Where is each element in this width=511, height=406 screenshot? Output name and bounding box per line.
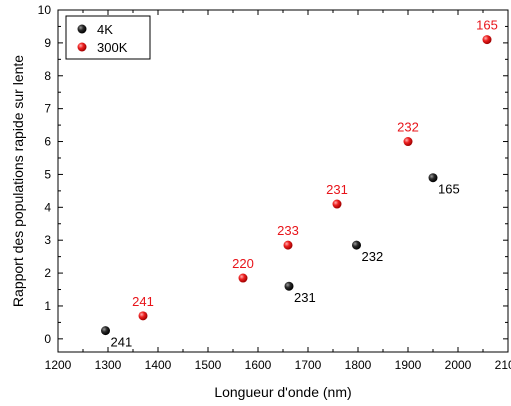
point-label-300K-1: 220 bbox=[232, 256, 254, 271]
point-label-4K-1: 231 bbox=[294, 290, 316, 305]
point-label-4K-3: 165 bbox=[438, 182, 460, 197]
point-label-300K-0: 241 bbox=[132, 294, 154, 309]
y-tick-label-2: 2 bbox=[44, 266, 51, 280]
y-tick-label-3: 3 bbox=[44, 233, 51, 247]
x-axis-title: Longueur d'onde (nm) bbox=[214, 384, 351, 400]
points-layer: 241 231 232 165 241 220 233 231 232 165 bbox=[101, 18, 498, 350]
legend-marker-4k bbox=[77, 24, 87, 34]
data-point-300K-1 bbox=[238, 273, 248, 283]
x-tick-label-1300: 1300 bbox=[95, 358, 122, 372]
y-tick-label-10: 10 bbox=[38, 3, 52, 17]
point-label-300K-5: 165 bbox=[476, 18, 498, 33]
legend: 4K 300K bbox=[65, 15, 151, 60]
point-label-4K-2: 232 bbox=[362, 249, 384, 264]
legend-box bbox=[65, 15, 151, 60]
x-tick-label-1400: 1400 bbox=[145, 358, 172, 372]
point-label-300K-3: 231 bbox=[326, 182, 348, 197]
data-point-4K-1 bbox=[284, 281, 294, 291]
y-tick-label-8: 8 bbox=[44, 69, 51, 83]
data-point-300K-4 bbox=[403, 137, 413, 147]
x-tick-label-2000: 2000 bbox=[445, 358, 472, 372]
point-label-4K-0: 241 bbox=[111, 335, 133, 350]
y-tick-label-5: 5 bbox=[44, 167, 51, 181]
x-tick-label-1700: 1700 bbox=[295, 358, 322, 372]
x-tick-label-1600: 1600 bbox=[245, 358, 272, 372]
data-point-300K-5 bbox=[482, 35, 492, 45]
y-tick-label-1: 1 bbox=[44, 299, 51, 313]
data-point-4K-3 bbox=[428, 173, 438, 183]
legend-label-4k: 4K bbox=[97, 22, 113, 37]
data-point-4K-0 bbox=[101, 326, 110, 336]
x-tick-label-2100: 2100 bbox=[495, 358, 511, 372]
y-tick-label-7: 7 bbox=[44, 102, 51, 116]
data-point-4K-2 bbox=[352, 240, 361, 250]
x-tick-label-1500: 1500 bbox=[195, 358, 222, 372]
data-point-300K-0 bbox=[138, 311, 148, 321]
point-label-300K-2: 233 bbox=[277, 223, 299, 238]
y-tick-label-9: 9 bbox=[44, 36, 51, 50]
legend-label-300k: 300K bbox=[97, 40, 128, 55]
y-tick-label-6: 6 bbox=[44, 135, 51, 149]
data-point-300K-3 bbox=[332, 199, 342, 209]
y-tick-label-0: 0 bbox=[44, 332, 51, 346]
x-tick-label-1800: 1800 bbox=[345, 358, 372, 372]
y-axis-title: Rapport des populations rapide sur lente bbox=[10, 55, 26, 307]
point-label-300K-4: 232 bbox=[397, 120, 419, 135]
data-point-300K-2 bbox=[283, 240, 293, 250]
axis-layer: 1200130014001500160017001800190020002100… bbox=[38, 3, 511, 372]
x-tick-label-1200: 1200 bbox=[45, 358, 72, 372]
x-tick-label-1900: 1900 bbox=[395, 358, 422, 372]
legend-marker-300k bbox=[77, 42, 87, 52]
y-tick-label-4: 4 bbox=[44, 200, 51, 214]
